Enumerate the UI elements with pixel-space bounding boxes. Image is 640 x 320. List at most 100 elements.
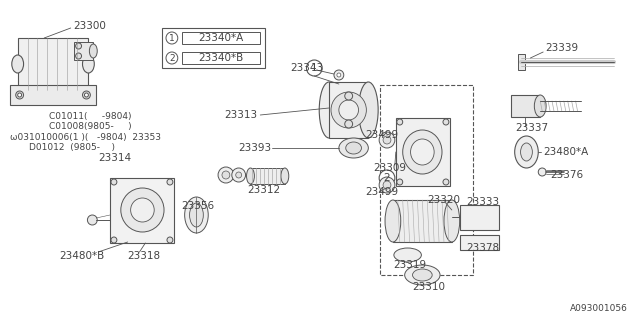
Circle shape	[166, 32, 178, 44]
Text: 23333: 23333	[467, 197, 500, 207]
Circle shape	[88, 215, 97, 225]
Ellipse shape	[90, 44, 97, 58]
Bar	[396, 118, 450, 186]
Text: 23320: 23320	[428, 195, 460, 205]
Bar	[10, 85, 96, 105]
Circle shape	[379, 170, 395, 186]
Ellipse shape	[411, 139, 434, 165]
Bar	[393, 200, 452, 242]
Text: 23393: 23393	[239, 143, 272, 153]
Circle shape	[345, 120, 353, 128]
Text: ω031010006(1 )(   -9804)  23353: ω031010006(1 )( -9804) 23353	[10, 132, 161, 141]
Bar	[18, 38, 88, 90]
Circle shape	[83, 91, 90, 99]
Circle shape	[84, 93, 88, 97]
Circle shape	[16, 91, 24, 99]
Ellipse shape	[358, 82, 378, 138]
Text: 23340*A: 23340*A	[198, 33, 244, 43]
Ellipse shape	[520, 143, 532, 161]
Circle shape	[76, 43, 81, 49]
Ellipse shape	[232, 168, 246, 182]
Text: 1: 1	[169, 34, 175, 43]
Bar	[329, 82, 369, 138]
Circle shape	[167, 179, 173, 185]
Ellipse shape	[383, 136, 391, 144]
Bar	[182, 52, 260, 64]
Circle shape	[166, 52, 178, 64]
Text: 23340*B: 23340*B	[198, 53, 244, 63]
Text: D01012  (9805-    ): D01012 (9805- )	[29, 142, 115, 151]
Ellipse shape	[339, 138, 369, 158]
Bar	[460, 235, 499, 250]
Bar	[74, 42, 93, 60]
Ellipse shape	[379, 177, 395, 193]
Circle shape	[397, 179, 403, 185]
Circle shape	[18, 93, 22, 97]
Ellipse shape	[403, 130, 442, 174]
Bar	[380, 85, 474, 275]
Ellipse shape	[12, 55, 24, 73]
Ellipse shape	[319, 82, 339, 138]
Text: 23378: 23378	[467, 243, 500, 253]
Ellipse shape	[222, 171, 230, 179]
Ellipse shape	[236, 172, 242, 178]
Text: 23310: 23310	[413, 282, 445, 292]
Circle shape	[307, 60, 322, 76]
Ellipse shape	[404, 265, 440, 285]
Ellipse shape	[413, 269, 432, 281]
Ellipse shape	[444, 200, 460, 242]
Ellipse shape	[339, 100, 358, 120]
Ellipse shape	[83, 55, 94, 73]
Ellipse shape	[515, 136, 538, 168]
Text: 23337: 23337	[516, 123, 548, 133]
Text: 23318: 23318	[128, 251, 161, 261]
Circle shape	[443, 179, 449, 185]
Ellipse shape	[534, 95, 546, 117]
Text: 23313: 23313	[224, 110, 257, 120]
Circle shape	[334, 70, 344, 80]
Text: 23309: 23309	[373, 163, 406, 173]
Text: 23300: 23300	[74, 21, 106, 31]
Text: C01008(9805-     ): C01008(9805- )	[49, 122, 132, 131]
Text: 23312: 23312	[248, 185, 281, 195]
Ellipse shape	[379, 132, 395, 148]
Ellipse shape	[281, 168, 289, 184]
Bar	[182, 32, 260, 44]
Circle shape	[167, 237, 173, 243]
Ellipse shape	[218, 167, 234, 183]
Text: A093001056: A093001056	[570, 304, 628, 313]
Circle shape	[443, 119, 449, 125]
Bar	[460, 205, 499, 230]
Text: 23499: 23499	[365, 187, 399, 197]
Circle shape	[538, 168, 546, 176]
Text: 23480*B: 23480*B	[59, 251, 104, 261]
Text: 23356: 23356	[182, 201, 215, 211]
Ellipse shape	[185, 197, 208, 233]
Bar	[250, 168, 285, 184]
Ellipse shape	[394, 248, 421, 262]
Text: 23343: 23343	[290, 63, 323, 73]
Circle shape	[337, 73, 341, 77]
Bar	[110, 178, 174, 243]
Circle shape	[397, 119, 403, 125]
Circle shape	[76, 53, 81, 59]
Text: 23480*A: 23480*A	[543, 147, 588, 157]
Bar	[518, 54, 525, 70]
Text: 23319: 23319	[393, 260, 426, 270]
Ellipse shape	[131, 198, 154, 222]
Text: 23376: 23376	[550, 170, 583, 180]
Ellipse shape	[121, 188, 164, 232]
Text: 2: 2	[384, 173, 390, 183]
Bar	[511, 95, 540, 117]
Text: 23314: 23314	[98, 153, 131, 163]
Text: 1: 1	[311, 63, 317, 73]
Text: 23499: 23499	[365, 130, 399, 140]
Ellipse shape	[189, 203, 204, 227]
Ellipse shape	[246, 168, 254, 184]
Ellipse shape	[346, 142, 362, 154]
Ellipse shape	[385, 200, 401, 242]
Circle shape	[111, 237, 117, 243]
Circle shape	[111, 179, 117, 185]
Ellipse shape	[383, 181, 391, 189]
Text: 2: 2	[169, 53, 175, 62]
